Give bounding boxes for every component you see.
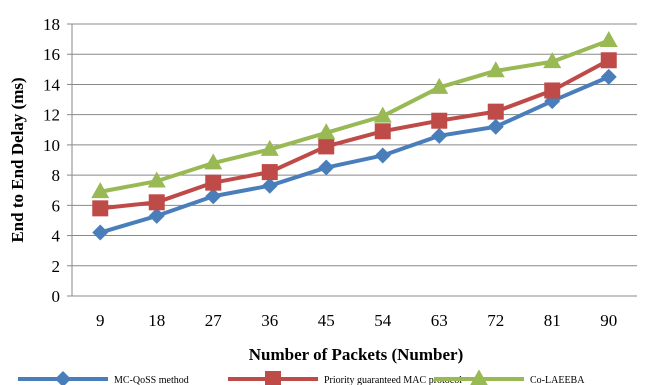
x-tick-label: 81 [544,311,561,330]
y-tick-label: 4 [52,227,61,246]
data-point [373,106,392,123]
series-line [99,38,610,194]
series-3 [91,31,618,199]
data-point [600,52,617,69]
x-tick-label: 9 [96,311,105,330]
data-point [544,82,561,99]
data-point [318,159,335,176]
y-axis-title: End to End Delay (ms) [8,77,27,242]
legend-label: Priority guaranteed MAC protocol [324,375,462,385]
data-point [205,188,222,205]
x-tick-label: 27 [205,311,223,330]
y-tick-label: 10 [43,136,60,155]
x-tick-label: 72 [487,311,504,330]
data-point [317,123,336,140]
x-tick-label: 63 [431,311,448,330]
series-1 [92,68,617,241]
series-2 [92,52,617,217]
data-point [543,52,562,69]
y-tick-label: 2 [52,257,61,276]
grid [72,23,637,267]
legend-label: MC-QoSS method [114,375,189,385]
data-point [430,77,449,94]
legend-item: Co-LAEEBA [434,369,585,385]
data-point [92,200,109,217]
y-tick-label: 14 [43,75,61,94]
data-point [487,118,504,135]
data-point [92,224,109,241]
data-point [260,139,279,156]
x-tick-labels: 9 18 27 36 45 54 63 72 81 90 [96,311,617,330]
legend-swatch-marker [55,371,71,385]
data-point [486,61,505,78]
data-point [318,138,335,155]
y-tick-label: 6 [52,196,61,215]
legend-swatch-marker [265,371,281,385]
data-point [599,31,618,48]
x-axis-title: Number of Packets (Number) [249,345,464,364]
series-line [99,75,610,235]
data-point [147,171,166,188]
data-point [374,123,391,140]
series-line [100,58,610,211]
x-tick-label: 18 [148,311,165,330]
data-point [148,194,165,211]
data-point [431,112,448,129]
x-tick-label: 36 [261,311,278,330]
x-tick-label: 54 [374,311,392,330]
y-tick-label: 12 [43,106,60,125]
x-tick-label: 90 [600,311,617,330]
data-point [205,174,222,191]
legend-item: Priority guaranteed MAC protocol [228,371,462,385]
legend: MC-QoSS method Priority guaranteed MAC pr… [18,369,585,385]
axes [67,23,637,297]
data-point [600,68,617,85]
y-tick-label: 0 [52,287,61,306]
data-point [487,103,504,120]
legend-swatch-marker [470,369,488,385]
data-point [91,182,110,199]
y-tick-label: 8 [52,166,61,185]
legend-item: MC-QoSS method [18,371,189,385]
data-point [431,127,448,144]
legend-label: Co-LAEEBA [530,375,585,385]
data-point [204,153,223,170]
data-point [148,207,165,224]
data-point [261,177,278,194]
data-point [261,164,278,181]
y-tick-label: 16 [43,45,60,64]
series [91,31,618,241]
data-point [374,147,391,164]
y-tick-labels: 0 2 4 6 8 10 12 14 16 18 [43,15,61,306]
y-tick-label: 18 [43,15,60,34]
x-tick-label: 45 [318,311,335,330]
